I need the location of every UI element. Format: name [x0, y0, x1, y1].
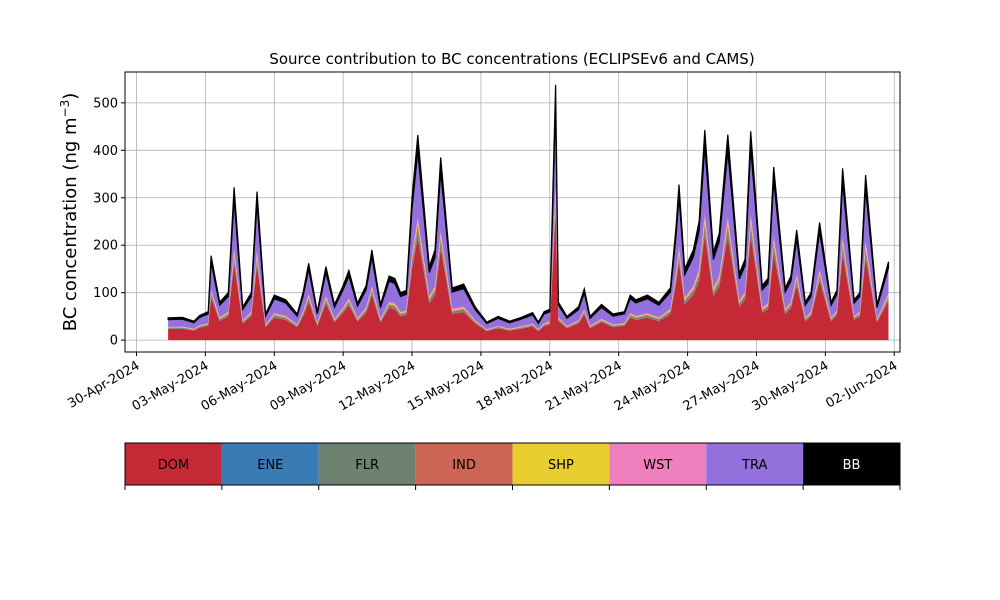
legend-colorbar: DOM ENE FLR IND SHP WST TRA BB	[124, 442, 901, 490]
legend-label-ind: IND	[452, 458, 476, 473]
y-tick-label: 500	[93, 96, 118, 111]
y-tick-label: 300	[93, 191, 118, 206]
y-axis-label-base: BC concentration (ng m	[60, 117, 81, 331]
x-tick-label: 15-May-2024	[405, 358, 487, 414]
y-tick-label: 100	[93, 286, 118, 301]
legend-label-wst: WST	[643, 458, 672, 473]
stacked-areas	[167, 84, 890, 341]
legend-label-ene: ENE	[257, 458, 283, 473]
y-tick-label: 400	[93, 144, 118, 159]
x-tick-label: 24-May-2024	[612, 358, 694, 414]
legend-swatch-shp	[512, 443, 610, 485]
plot-frame	[124, 71, 901, 353]
legend-label-tra: TRA	[741, 458, 767, 473]
x-tick-label: 09-May-2024	[267, 358, 349, 414]
x-tick-label: 02-Jun-2024	[823, 358, 900, 411]
y-tick-label: 200	[93, 239, 118, 254]
y-axis: 0 100 200 300 400 500	[93, 96, 125, 349]
chart-title: Source contribution to BC concentrations…	[269, 50, 754, 68]
legend-swatch-flr	[318, 443, 416, 485]
legend-swatch-dom	[125, 443, 222, 485]
legend-frame	[124, 442, 901, 486]
x-tick-label: 21-May-2024	[543, 358, 625, 414]
y-axis-label-superscript: −3	[58, 100, 72, 118]
x-tick-label: 30-May-2024	[750, 358, 832, 414]
legend-swatch-wst	[609, 443, 707, 485]
legend-swatch-bb	[803, 443, 900, 485]
y-axis-label-close: )	[60, 93, 81, 100]
x-tick-label: 27-May-2024	[681, 358, 763, 414]
legend-label-bb: BB	[843, 458, 861, 473]
legend-swatch-ind	[415, 443, 513, 485]
legend-swatch-ene	[221, 443, 319, 485]
y-axis-label: BC concentration (ng m−3)	[58, 93, 81, 332]
area-dom	[168, 212, 889, 341]
y-tick-label: 0	[110, 334, 118, 349]
x-tick-label: 12-May-2024	[336, 358, 418, 414]
area-bb	[167, 84, 890, 325]
legend-swatch-tra	[706, 443, 804, 485]
x-axis: 30-Apr-202403-May-202406-May-202409-May-…	[65, 352, 900, 414]
x-tick-label: 18-May-2024	[474, 358, 556, 414]
legend-label-shp: SHP	[548, 458, 574, 473]
x-tick-label: 03-May-2024	[130, 358, 212, 414]
x-tick-label: 06-May-2024	[199, 358, 281, 414]
legend-label-flr: FLR	[355, 458, 379, 473]
grid	[125, 72, 900, 352]
legend-label-dom: DOM	[158, 458, 189, 473]
